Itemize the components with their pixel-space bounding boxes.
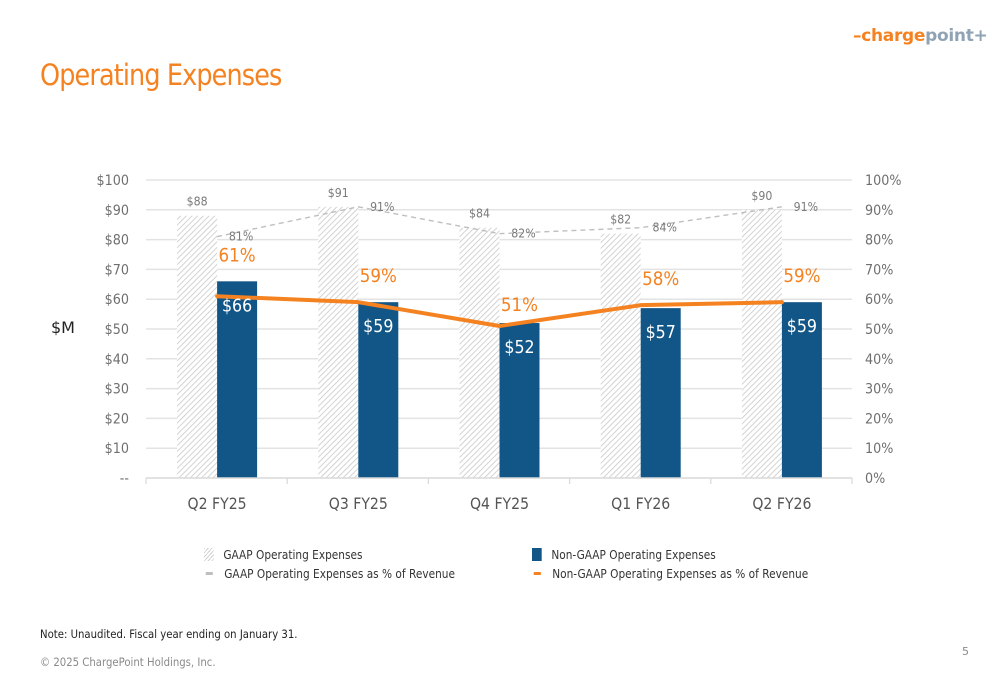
legend-item-gaap-line: GAAP Operating Expenses as % of Revenue (204, 564, 455, 583)
y2-tick-label: 60% (865, 291, 893, 308)
operating-expenses-chart: -- $10 $20 $30 $40 $50 $60 $70 $80 $90 $100 0% 10% 2… (97, 172, 902, 513)
legend-item-gaap-bars: GAAP Operating Expenses (204, 545, 455, 564)
x-tick-label: Q1 FY26 (611, 494, 670, 513)
x-tick-label: Q2 FY26 (752, 494, 811, 513)
gaap-bar (741, 209, 782, 479)
nongaap-bar-label: $52 (504, 336, 534, 357)
right-axis-ticks: 0% 10% 20% 30% 40% 50% 60% 70% 80% 90% 100% (865, 172, 901, 487)
chargepoint-logo: –chargepoint+ (853, 26, 988, 46)
nongaap-bar (217, 281, 258, 478)
x-tick-label: Q4 FY25 (470, 494, 529, 513)
nongaap-bar (358, 302, 399, 478)
gaap-bar (318, 206, 359, 478)
x-tick-label: Q3 FY25 (329, 494, 388, 513)
gaap-percent-line (216, 206, 783, 238)
y2-tick-label: 70% (865, 262, 893, 279)
lines (215, 206, 784, 329)
gaap-bar-label: $88 (187, 194, 208, 209)
gaap-bar (459, 227, 500, 478)
y2-tick-label: 10% (865, 440, 893, 457)
gaap-percent-label: 91% (370, 199, 394, 214)
nongaap-percent-label: 59% (783, 265, 820, 287)
gaap-bar (600, 233, 641, 478)
y2-tick-label: 0% (865, 470, 885, 487)
left-axis-ticks: -- $10 $20 $30 $40 $50 $60 $70 $80 $90 $100 (97, 172, 129, 487)
nongaap-bar (499, 323, 540, 478)
data-labels: $88 $91 $84 $82 $90 $66 $59 $52 $57 $59 81% 91% 82% 8… (187, 185, 821, 357)
gaap-percent-label: 82% (511, 226, 535, 241)
y-tick-label: $100 (97, 172, 129, 189)
y2-tick-label: 50% (865, 321, 893, 338)
nongaap-bar (640, 308, 681, 478)
y-axis-label: $M (51, 318, 75, 337)
nongaap-bar-label: $59 (787, 315, 817, 336)
footnote: Note: Unaudited. Fiscal year ending on J… (40, 627, 298, 641)
gaap-bar-label: $91 (328, 185, 349, 200)
nongaap-bar-label: $57 (646, 321, 676, 342)
gaap-bar-label: $84 (469, 206, 490, 221)
y-tick-label: $20 (105, 411, 129, 428)
y2-tick-label: 20% (865, 411, 893, 428)
gaap-bar-label: $90 (751, 188, 772, 203)
y2-tick-label: 40% (865, 351, 893, 368)
nongaap-percent-line (215, 294, 784, 329)
y-tick-label: $50 (105, 321, 129, 338)
grey-dash-icon (205, 572, 213, 575)
nongaap-percent-label: 61% (219, 244, 256, 266)
y-tick-label: $70 (105, 262, 129, 279)
y-tick-label: $80 (105, 232, 129, 249)
gaap-bar (177, 215, 218, 478)
nongaap-percent-label: 58% (642, 268, 679, 290)
y2-tick-label: 100% (865, 172, 901, 189)
y-tick-label: $30 (105, 381, 129, 398)
legend-left: GAAP Operating Expenses GAAP Operating E… (204, 545, 455, 583)
orange-dash-icon (533, 572, 541, 575)
page-title: Operating Expenses (40, 58, 282, 92)
y2-tick-label: 30% (865, 381, 893, 398)
legend-item-nongaap-bars: Non-GAAP Operating Expenses (532, 545, 808, 564)
y-tick-label: $40 (105, 351, 129, 368)
nongaap-percent-label: 51% (501, 294, 538, 316)
y-tick-label: $90 (105, 202, 129, 219)
hatched-square-icon (204, 548, 214, 561)
nongaap-bar-label: $59 (363, 315, 393, 336)
y-tick-label: -- (120, 470, 129, 487)
gaap-percent-label: 81% (229, 229, 253, 244)
legend-right: Non-GAAP Operating Expenses Non-GAAP Ope… (532, 545, 808, 583)
nongaap-bar (781, 302, 822, 478)
legend-item-nongaap-line: Non-GAAP Operating Expenses as % of Reve… (532, 564, 808, 583)
nongaap-bar-label: $66 (222, 294, 252, 315)
copyright: © 2025 ChargePoint Holdings, Inc. (40, 655, 216, 669)
bars (177, 206, 822, 479)
x-tick-label: Q2 FY25 (188, 494, 247, 513)
y-tick-label: $10 (105, 440, 129, 457)
y2-tick-label: 90% (865, 202, 893, 219)
gaap-percent-label: 91% (794, 199, 818, 214)
gaap-percent-label: 84% (652, 220, 676, 235)
gaap-bar-label: $82 (610, 212, 631, 227)
nongaap-percent-label: 59% (360, 265, 397, 287)
y2-tick-label: 80% (865, 232, 893, 249)
y-tick-label: $60 (105, 291, 129, 308)
page-number: 5 (962, 645, 969, 658)
x-axis: Q2 FY25 Q3 FY25 Q4 FY25 Q1 FY26 Q2 FY26 (145, 477, 853, 513)
navy-square-icon (532, 548, 542, 561)
